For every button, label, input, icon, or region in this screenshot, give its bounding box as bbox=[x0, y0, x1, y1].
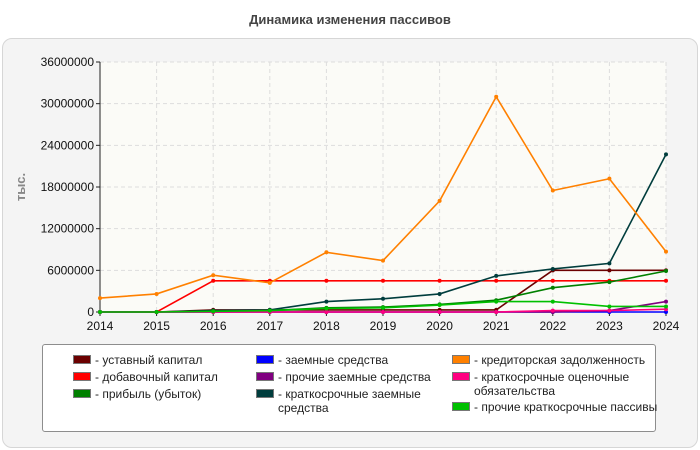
series-point-9 bbox=[437, 303, 442, 308]
series-point-3 bbox=[664, 269, 668, 274]
series-point-4 bbox=[664, 310, 668, 314]
x-tick-label: 2020 bbox=[426, 319, 453, 333]
legend-swatch bbox=[256, 372, 274, 381]
series-point-7 bbox=[381, 258, 385, 263]
series-point-2 bbox=[381, 278, 385, 283]
series-point-7 bbox=[607, 176, 612, 181]
series-point-6 bbox=[664, 152, 668, 157]
legend-label: - прочие краткосрочные пассивы bbox=[474, 400, 658, 414]
legend-label: - краткосрочные заемные средства bbox=[278, 387, 421, 415]
legend-label: - кредиторская задолженность bbox=[474, 353, 646, 367]
series-point-7 bbox=[664, 249, 668, 254]
series-point-9 bbox=[154, 310, 159, 314]
series-point-9 bbox=[494, 299, 499, 304]
series-point-6 bbox=[607, 261, 612, 266]
series-point-7 bbox=[211, 273, 216, 278]
x-tick-label: 2022 bbox=[539, 319, 566, 333]
series-point-8 bbox=[437, 310, 442, 314]
series-point-8 bbox=[664, 307, 668, 312]
y-axis-label: тыс. bbox=[13, 173, 28, 201]
series-point-2 bbox=[324, 278, 329, 283]
series-point-9 bbox=[211, 309, 216, 314]
series-point-2 bbox=[494, 278, 499, 283]
legend-swatch bbox=[452, 355, 470, 364]
x-tick-label: 2024 bbox=[653, 319, 680, 333]
tick-layer: 0 6000000 12000000 18000000 24000000 30000000… bbox=[41, 55, 680, 333]
series-point-9 bbox=[664, 304, 668, 309]
legend-swatch bbox=[73, 389, 91, 398]
x-tick-label: 2017 bbox=[256, 319, 283, 333]
series-point-9 bbox=[324, 306, 329, 311]
series-point-6 bbox=[381, 296, 385, 301]
series-point-2 bbox=[211, 278, 216, 283]
y-tick-label: 18000000 bbox=[41, 180, 95, 194]
legend-swatch bbox=[73, 355, 91, 364]
series-point-8 bbox=[607, 308, 612, 313]
series-point-7 bbox=[267, 280, 272, 285]
x-tick-label: 2015 bbox=[143, 319, 170, 333]
y-tick-label: 30000000 bbox=[41, 97, 95, 111]
legend-label: - прибыль (убыток) bbox=[95, 387, 202, 401]
legend-swatch bbox=[256, 355, 274, 364]
series-point-7 bbox=[437, 198, 442, 203]
series-point-6 bbox=[494, 273, 499, 278]
series-point-1 bbox=[607, 268, 612, 273]
series-point-6 bbox=[550, 266, 555, 271]
x-tick-label: 2014 bbox=[87, 319, 114, 333]
series-point-7 bbox=[98, 296, 102, 301]
series-point-8 bbox=[550, 308, 555, 313]
series-point-8 bbox=[324, 310, 329, 314]
y-tick-label: 0 bbox=[87, 305, 94, 319]
x-tick-label: 2023 bbox=[596, 319, 623, 333]
y-tick-label: 36000000 bbox=[41, 55, 95, 69]
legend-label: - краткосрочные оценочные обязательства bbox=[474, 370, 630, 398]
legend-swatch bbox=[452, 402, 470, 411]
legend-label: - заемные средства bbox=[278, 353, 389, 367]
series-point-7 bbox=[324, 250, 329, 255]
series-point-9 bbox=[267, 308, 272, 313]
x-tick-label: 2016 bbox=[200, 319, 227, 333]
y-tick-label: 6000000 bbox=[47, 263, 94, 277]
chart-title: Динамика изменения пассивов bbox=[249, 12, 451, 27]
series-point-3 bbox=[550, 285, 555, 290]
series-point-6 bbox=[324, 299, 329, 304]
series-point-2 bbox=[437, 278, 442, 283]
legend-swatch bbox=[256, 389, 274, 398]
x-tick-label: 2019 bbox=[370, 319, 397, 333]
legend-label: - добавочный капитал bbox=[95, 370, 218, 384]
series-point-3 bbox=[607, 280, 612, 285]
x-tick-label: 2018 bbox=[313, 319, 340, 333]
series-point-2 bbox=[664, 278, 668, 283]
series-point-9 bbox=[607, 304, 612, 309]
series-point-2 bbox=[550, 278, 555, 283]
y-tick-label: 24000000 bbox=[41, 138, 95, 152]
series-point-6 bbox=[437, 291, 442, 296]
series-point-5 bbox=[664, 299, 668, 304]
series-point-9 bbox=[98, 310, 102, 314]
x-tick-label: 2021 bbox=[483, 319, 510, 333]
series-layer bbox=[98, 94, 668, 314]
legend-label: - уставный капитал bbox=[95, 353, 203, 367]
legend-swatch bbox=[452, 372, 470, 381]
series-point-8 bbox=[381, 310, 385, 314]
legend-label: - прочие заемные средства bbox=[278, 370, 431, 384]
series-point-9 bbox=[550, 299, 555, 304]
series-point-7 bbox=[550, 188, 555, 193]
series-point-7 bbox=[494, 94, 499, 99]
legend-swatch bbox=[73, 372, 91, 381]
y-tick-label: 12000000 bbox=[41, 222, 95, 236]
legend: - уставный капитал - добавочный капитал - … bbox=[42, 344, 657, 432]
series-point-9 bbox=[381, 305, 385, 310]
series-point-8 bbox=[494, 310, 499, 314]
series-point-7 bbox=[154, 291, 159, 296]
